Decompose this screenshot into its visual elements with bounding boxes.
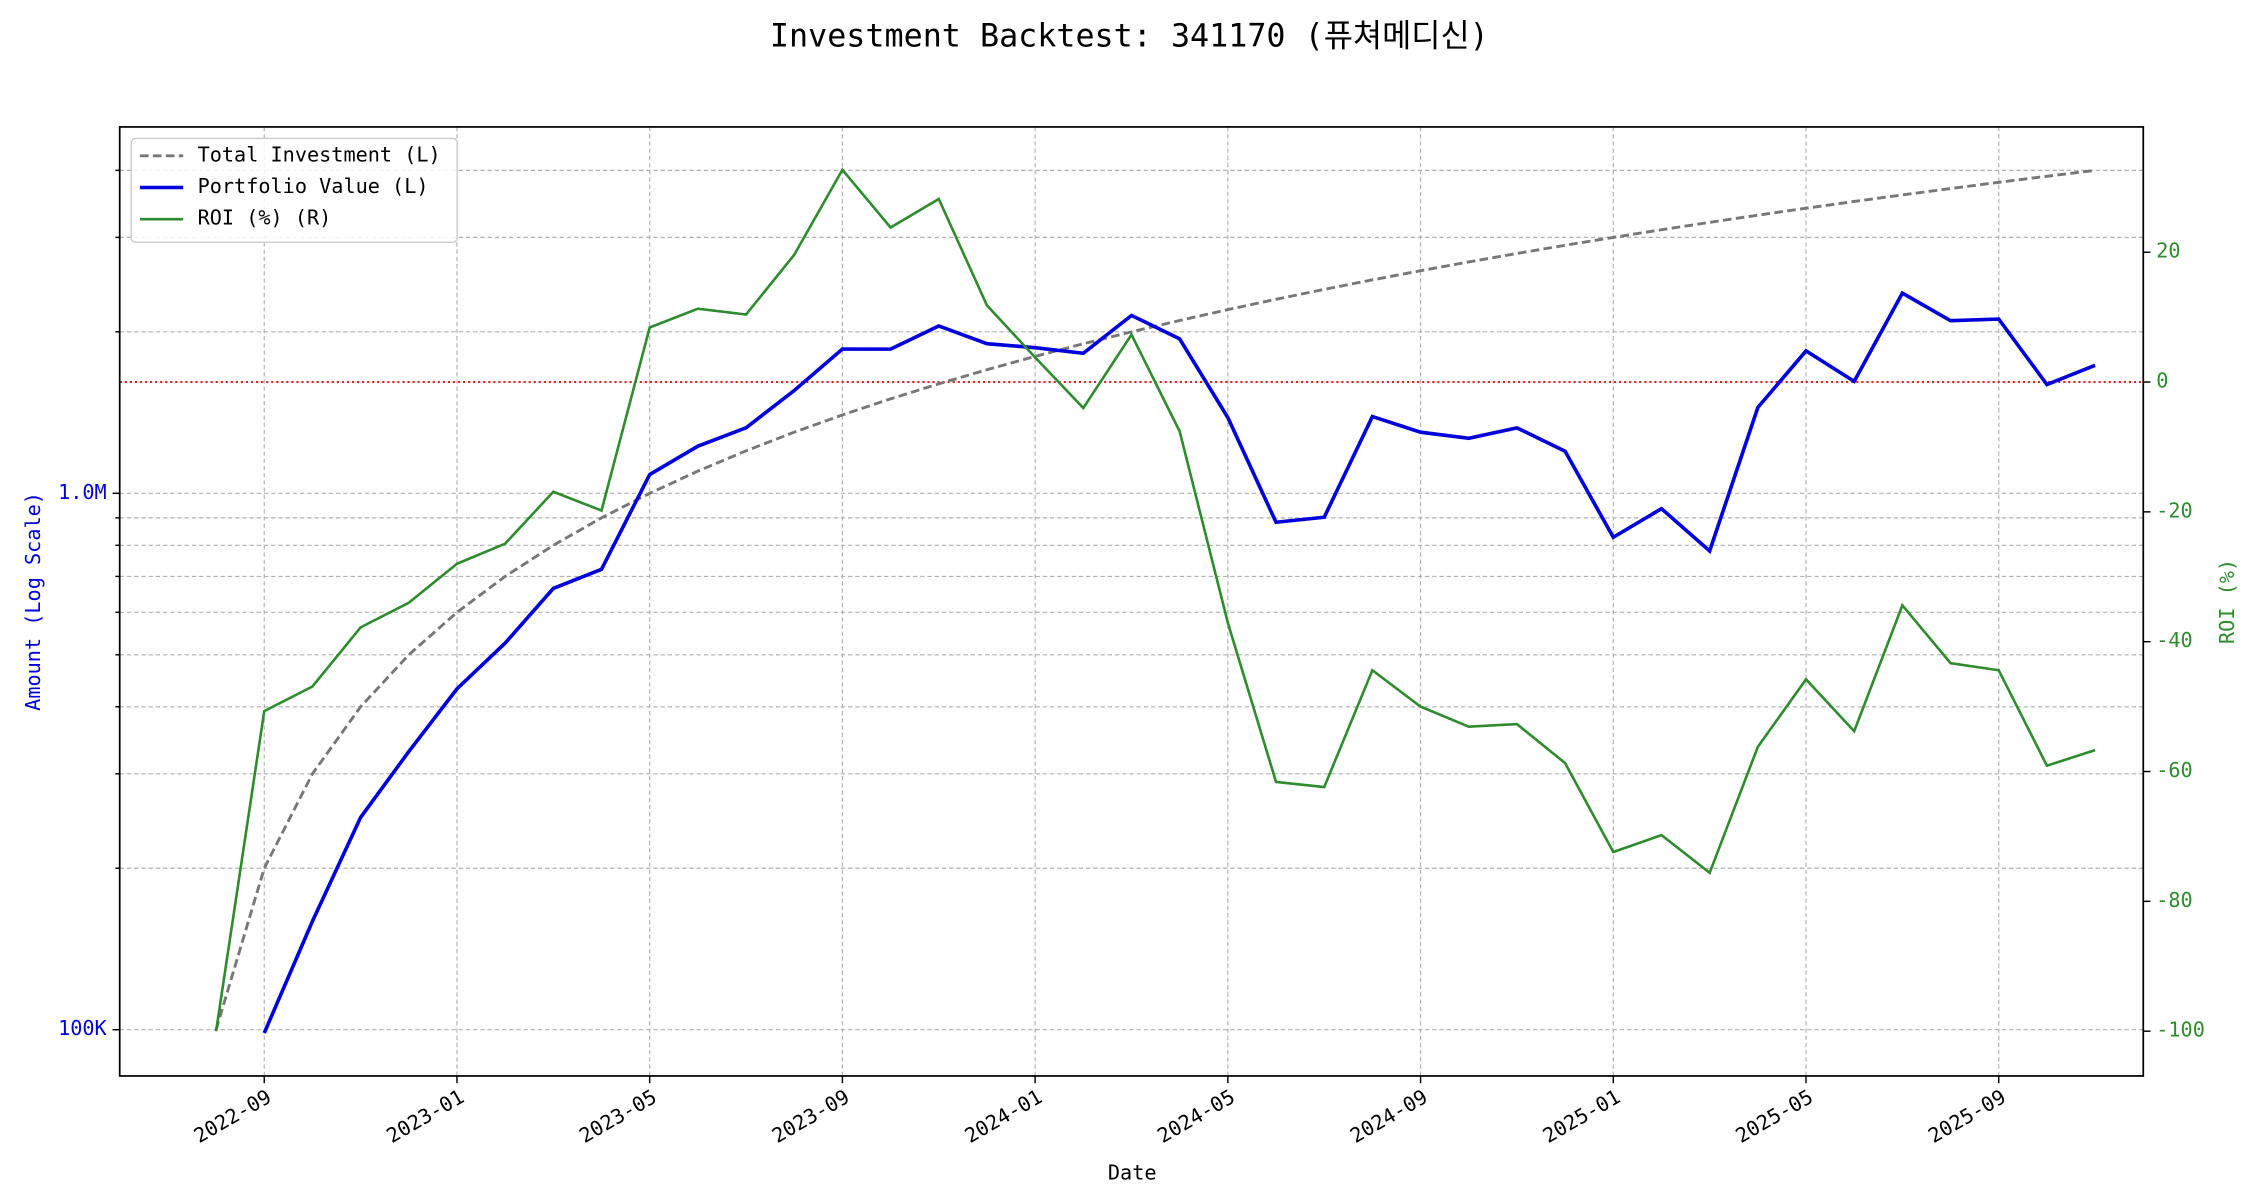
legend-box: [130, 137, 458, 244]
x-tick-label: 2023-09: [768, 1084, 854, 1147]
x-tick-label: 2024-01: [960, 1084, 1046, 1147]
series-line: [214, 167, 2096, 1032]
y2-tick-label: -40: [2156, 628, 2192, 652]
legend-label: Portfolio Value (L): [198, 174, 429, 198]
y2-tick-label: 0: [2156, 369, 2168, 393]
y2-tick-label: -100: [2156, 1018, 2205, 1042]
y2-axis-label: ROI (%): [2215, 559, 2239, 644]
x-tick-label: 2025-01: [1539, 1084, 1625, 1147]
series-line: [214, 168, 2096, 1031]
y-tick-label: 1.0M: [58, 480, 107, 504]
series-line: [262, 290, 2096, 1034]
x-tick-label: 2025-05: [1731, 1084, 1817, 1147]
x-tick-label: 2025-09: [1924, 1084, 2010, 1147]
y-axis-label: Amount (Log Scale): [21, 492, 45, 711]
chart-title: Investment Backtest: 341170 (퓨쳐메디신): [770, 19, 1489, 55]
legend-label: Total Investment (L): [198, 142, 441, 166]
y2-tick-label: -60: [2156, 758, 2192, 782]
x-tick-label: 2022-09: [190, 1084, 276, 1147]
x-tick-label: 2023-01: [382, 1084, 468, 1147]
plot-frame: [118, 126, 2145, 1077]
x-tick-label: 2023-05: [575, 1084, 661, 1147]
y2-tick-label: -80: [2156, 888, 2192, 912]
x-tick-label: 2024-09: [1346, 1084, 1432, 1147]
y-tick-label: 100K: [58, 1016, 107, 1040]
y2-tick-label: -20: [2156, 498, 2192, 522]
x-tick-label: 2024-05: [1153, 1084, 1239, 1147]
x-axis-label: Date: [1108, 1161, 1157, 1185]
legend-label: ROI (%) (R): [198, 206, 332, 230]
y2-tick-label: 20: [2156, 239, 2180, 263]
